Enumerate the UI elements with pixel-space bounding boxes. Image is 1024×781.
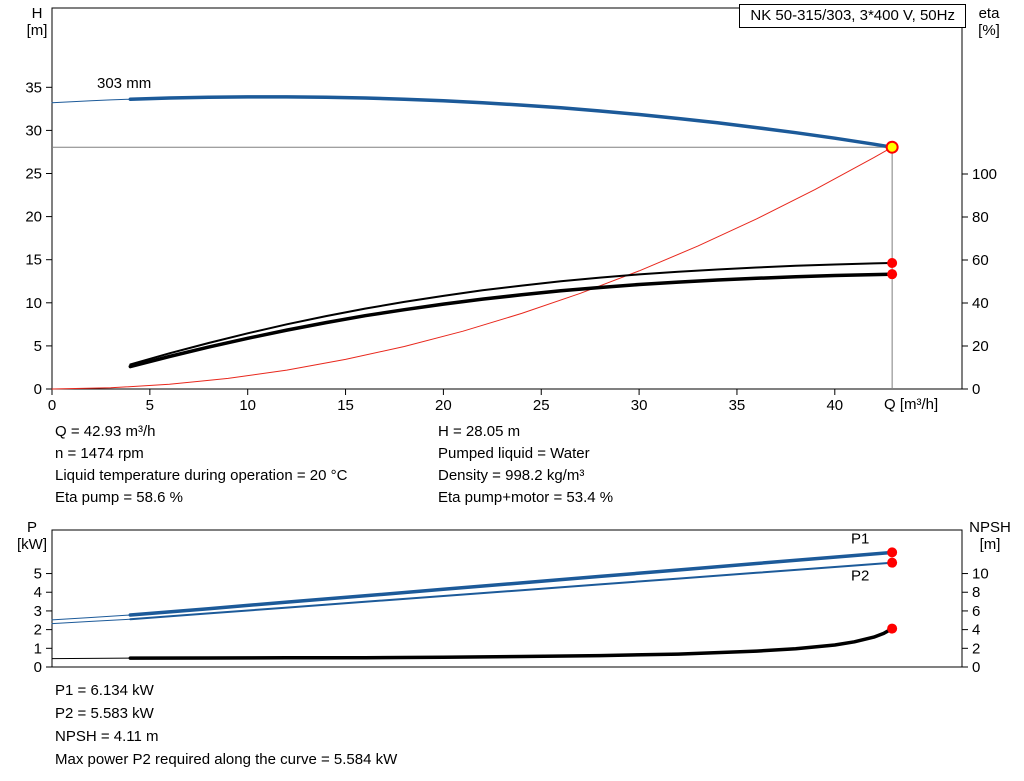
info-line-p2: P2 = 5.583 kW	[55, 705, 154, 722]
qh-curve-303mm	[128, 95, 894, 149]
y-left-tick-label: 20	[25, 209, 42, 226]
p-axis-label-unit: [kW]	[17, 536, 47, 553]
y-left-tick-label: 5	[34, 566, 42, 583]
x-tick-label: 20	[435, 397, 452, 414]
y-left-tick-label: 30	[25, 122, 42, 139]
npsh-curve	[128, 626, 894, 660]
p2-curve-lead	[51, 618, 131, 625]
y-right-tick-label: 40	[972, 295, 989, 312]
x-tick-label: 35	[729, 397, 746, 414]
y-left-tick-label: 15	[25, 252, 42, 269]
p2-label: P2	[851, 568, 869, 585]
h-axis-label: H [m]	[20, 5, 54, 39]
info-line-p1: P1 = 6.134 kW	[55, 682, 154, 699]
y-right-tick-label: 10	[972, 566, 989, 583]
y-right-tick-label: 60	[972, 252, 989, 269]
y-right-tick-label: 2	[972, 640, 980, 657]
y-left-tick-label: 35	[25, 79, 42, 96]
x-tick-label: 10	[239, 397, 256, 414]
y-right-tick-label: 6	[972, 603, 980, 620]
y-left-tick-label: 25	[25, 166, 42, 183]
impeller-diameter-label: 303 mm	[97, 75, 151, 92]
y-right-tick-label: 0	[972, 659, 980, 676]
duty-info-left-column: Q = 42.93 m³/h n = 1474 rpm Liquid tempe…	[55, 421, 438, 509]
x-tick-label: 5	[146, 397, 154, 414]
info-line-liquid-temperature: Liquid temperature during operation = 20…	[55, 467, 348, 484]
npsh-curve-lead	[51, 657, 131, 660]
info-line-eta-pump-motor: Eta pump+motor = 53.4 %	[438, 489, 614, 506]
y-right-tick-label: 20	[972, 338, 989, 355]
y-right-tick-label: 4	[972, 622, 980, 639]
y-left-tick-label: 3	[34, 603, 42, 620]
x-tick-label: 0	[48, 397, 56, 414]
qh-eta-chart: 0 5 10 15 20 25 30 35 0 20 40 60 80 100 0 5 10 15 20 25 30 35…	[25, 7, 997, 414]
eta-axis-label-symbol: eta	[978, 5, 1000, 22]
p1-endpoint	[887, 547, 898, 558]
info-line-flow: Q = 42.93 m³/h	[55, 423, 156, 440]
y-left-tick-label: 2	[34, 622, 42, 639]
p1-curve	[128, 550, 894, 617]
y-right-tick-label: 0	[972, 381, 980, 398]
y-right-tick-label: 100	[972, 166, 997, 183]
y-left-tick-label: 1	[34, 640, 42, 657]
npsh-axis-label: NPSH [m]	[960, 519, 1020, 553]
eta-axis-label: eta [%]	[966, 5, 1012, 39]
y-left-tick-label: 5	[34, 338, 42, 355]
p1-curve-lead	[51, 614, 131, 621]
p-axis-label-symbol: P	[26, 519, 37, 536]
info-line-density: Density = 998.2 kg/m³	[438, 467, 585, 484]
info-line-speed: n = 1474 rpm	[55, 445, 144, 462]
y-right-tick-label: 80	[972, 209, 989, 226]
x-tick-label: 25	[533, 397, 550, 414]
plot-border	[51, 7, 963, 390]
eta-axis-label-unit: [%]	[978, 22, 1000, 39]
p-axis-label: P [kW]	[10, 519, 54, 553]
npsh-endpoint	[887, 623, 898, 634]
power-info-block: P1 = 6.134 kW P2 = 5.583 kW NPSH = 4.11 …	[55, 679, 397, 771]
plot-border	[51, 529, 963, 668]
qh-curve-lead	[51, 98, 131, 104]
info-line-pumped-liquid: Pumped liquid = Water	[438, 445, 590, 462]
h-axis-label-symbol: H	[31, 5, 43, 22]
info-line-npsh: NPSH = 4.11 m	[55, 728, 159, 745]
y-left-tick-label: 0	[34, 381, 42, 398]
info-line-max-power: Max power P2 required along the curve = …	[55, 751, 398, 768]
p2-endpoint	[887, 557, 898, 568]
x-tick-label: 15	[337, 397, 354, 414]
y-left-tick-label: 10	[25, 295, 42, 312]
chart-title-box: NK 50-315/303, 3*400 V, 50Hz	[739, 4, 966, 28]
eta-pump-motor-curve	[128, 272, 894, 369]
y-right-tick-label: 8	[972, 584, 980, 601]
y-left-tick-label: 4	[34, 584, 42, 601]
duty-info-block: Q = 42.93 m³/h n = 1474 rpm Liquid tempe…	[55, 421, 613, 509]
y-left-tick-label: 0	[34, 659, 42, 676]
eta-pump-motor-endpoint	[887, 269, 898, 280]
p1-label: P1	[851, 531, 869, 548]
x-tick-label: 30	[631, 397, 648, 414]
x-tick-label: 40	[826, 397, 843, 414]
system-curve	[51, 146, 893, 390]
npsh-axis-label-symbol: NPSH	[969, 519, 1011, 536]
duty-info-right-column: H = 28.05 m Pumped liquid = Water Densit…	[438, 421, 613, 509]
h-axis-label-unit: [m]	[26, 22, 48, 39]
info-line-head: H = 28.05 m	[438, 423, 521, 440]
q-axis-label: Q [m³/h]	[884, 396, 939, 413]
p2-curve	[129, 561, 894, 621]
npsh-axis-label-unit: [m]	[979, 536, 1001, 553]
duty-point-marker	[885, 140, 899, 154]
eta-pump-curve	[129, 262, 894, 366]
info-line-eta-pump: Eta pump = 58.6 %	[55, 489, 183, 506]
eta-pump-endpoint	[887, 258, 898, 269]
